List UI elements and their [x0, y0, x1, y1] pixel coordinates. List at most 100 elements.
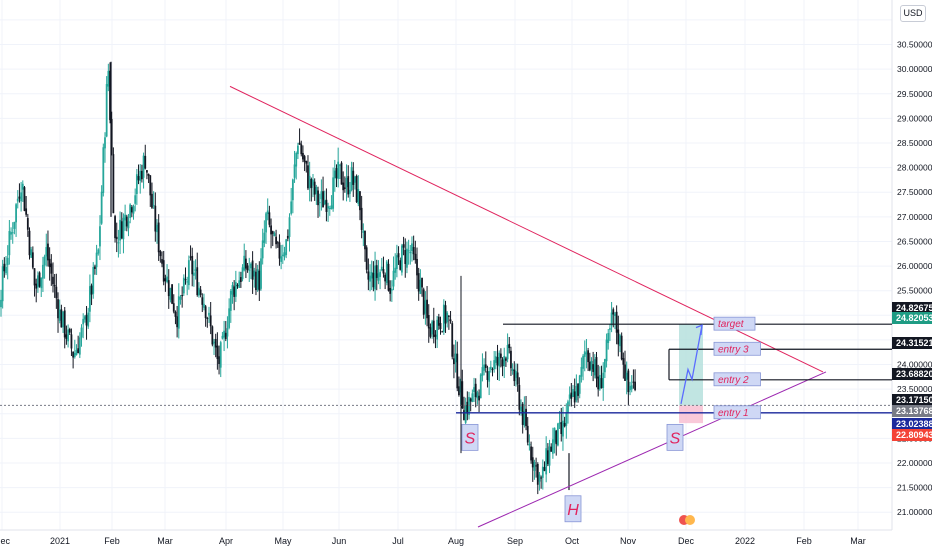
candle-body: [53, 285, 56, 287]
candle-body: [496, 357, 499, 366]
candle-body: [614, 313, 616, 317]
x-tick-label: Oct: [565, 536, 580, 546]
candle-body: [392, 270, 395, 287]
candle-body: [372, 272, 375, 288]
candle-body: [399, 260, 402, 270]
candle-body: [523, 410, 526, 426]
candle-body: [563, 422, 566, 427]
candle-body: [291, 179, 294, 201]
candle-body: [441, 331, 444, 333]
candle-body: [377, 273, 380, 281]
candle-body: [273, 233, 276, 237]
candle-body: [436, 319, 439, 340]
candle-body: [146, 170, 148, 173]
candle-body: [503, 355, 506, 367]
candle-body: [184, 279, 187, 281]
candle-body: [276, 242, 279, 244]
candle-body: [280, 256, 283, 262]
candle-body: [454, 353, 457, 363]
candle-body: [597, 376, 600, 390]
candle-body: [127, 221, 130, 229]
candle-body: [255, 271, 257, 291]
candle-body: [469, 398, 472, 402]
candle-body: [535, 465, 538, 467]
candle-body: [322, 191, 324, 208]
candle-body: [303, 156, 306, 162]
candle-body: [567, 401, 569, 413]
currency-selector[interactable]: USD: [900, 5, 926, 22]
candle-body: [488, 370, 491, 382]
price-tag-label: 23.02388: [896, 419, 932, 429]
candle-body: [525, 408, 527, 427]
candle-body: [120, 221, 123, 239]
candle-body: [245, 258, 247, 269]
candle-body: [278, 242, 281, 259]
candle-body: [468, 396, 470, 416]
candle-body: [483, 364, 486, 371]
candle-body: [229, 290, 232, 311]
candle-body: [10, 232, 12, 235]
candle-body: [5, 267, 7, 274]
x-tick-label: Dec: [678, 536, 695, 546]
candle-body: [526, 425, 529, 443]
candle-body: [124, 214, 127, 221]
price-tag-label: 24.82675: [896, 303, 932, 313]
candle-body: [174, 311, 177, 317]
x-tick-label: Sep: [507, 536, 523, 546]
candle-body: [447, 315, 450, 317]
price-tag-bg: [892, 405, 932, 417]
candle-body: [159, 251, 162, 257]
candle-body: [45, 247, 48, 257]
candle-body: [493, 360, 496, 370]
candle-body: [271, 231, 274, 234]
candle-body: [154, 205, 157, 232]
candle-body: [595, 357, 598, 379]
candle-body: [531, 457, 534, 468]
candle-body: [439, 323, 442, 330]
level-label-3: entry 1: [718, 408, 749, 419]
candle-body: [228, 308, 231, 328]
level-label-2: entry 2: [718, 375, 749, 386]
candle-body: [494, 356, 497, 363]
price-tag-bg: [892, 429, 932, 441]
candle-body: [587, 350, 590, 363]
candle-body: [199, 289, 202, 295]
candle-body: [115, 236, 118, 240]
candle-body: [214, 339, 217, 348]
candle-body: [293, 164, 296, 178]
level-label-0: target: [718, 319, 745, 330]
candle-body: [11, 232, 14, 234]
pattern-label-S: S: [465, 430, 476, 447]
candle-body: [603, 359, 606, 373]
candle-body: [520, 406, 522, 412]
price-tag-bg: [892, 312, 932, 324]
candle-body: [167, 280, 170, 297]
candle-body: [327, 206, 329, 209]
candle-body: [479, 374, 482, 399]
candle-body: [162, 260, 165, 282]
candle-body: [40, 277, 43, 289]
candle-body: [629, 386, 631, 391]
support-trendline: [477, 371, 827, 528]
candle-body: [208, 312, 210, 316]
candle-body: [169, 287, 172, 300]
candle-body: [417, 273, 420, 292]
candle-body: [558, 422, 561, 424]
candle-body: [416, 259, 418, 276]
candle-body: [95, 252, 98, 268]
x-tick-label: 2022: [735, 536, 755, 546]
candle-body: [577, 383, 579, 396]
price-tag-label: 24.82053: [896, 313, 932, 323]
pattern-box: [666, 423, 684, 451]
candle-body: [250, 263, 252, 269]
candle-body: [453, 358, 455, 365]
candle-body: [627, 370, 630, 393]
candle-body: [318, 202, 321, 204]
candle-body: [298, 142, 301, 145]
candle-body: [94, 266, 96, 269]
candle-body: [424, 300, 427, 314]
candle-body: [209, 315, 212, 327]
candle-body: [83, 316, 86, 320]
candle-body: [543, 467, 546, 471]
